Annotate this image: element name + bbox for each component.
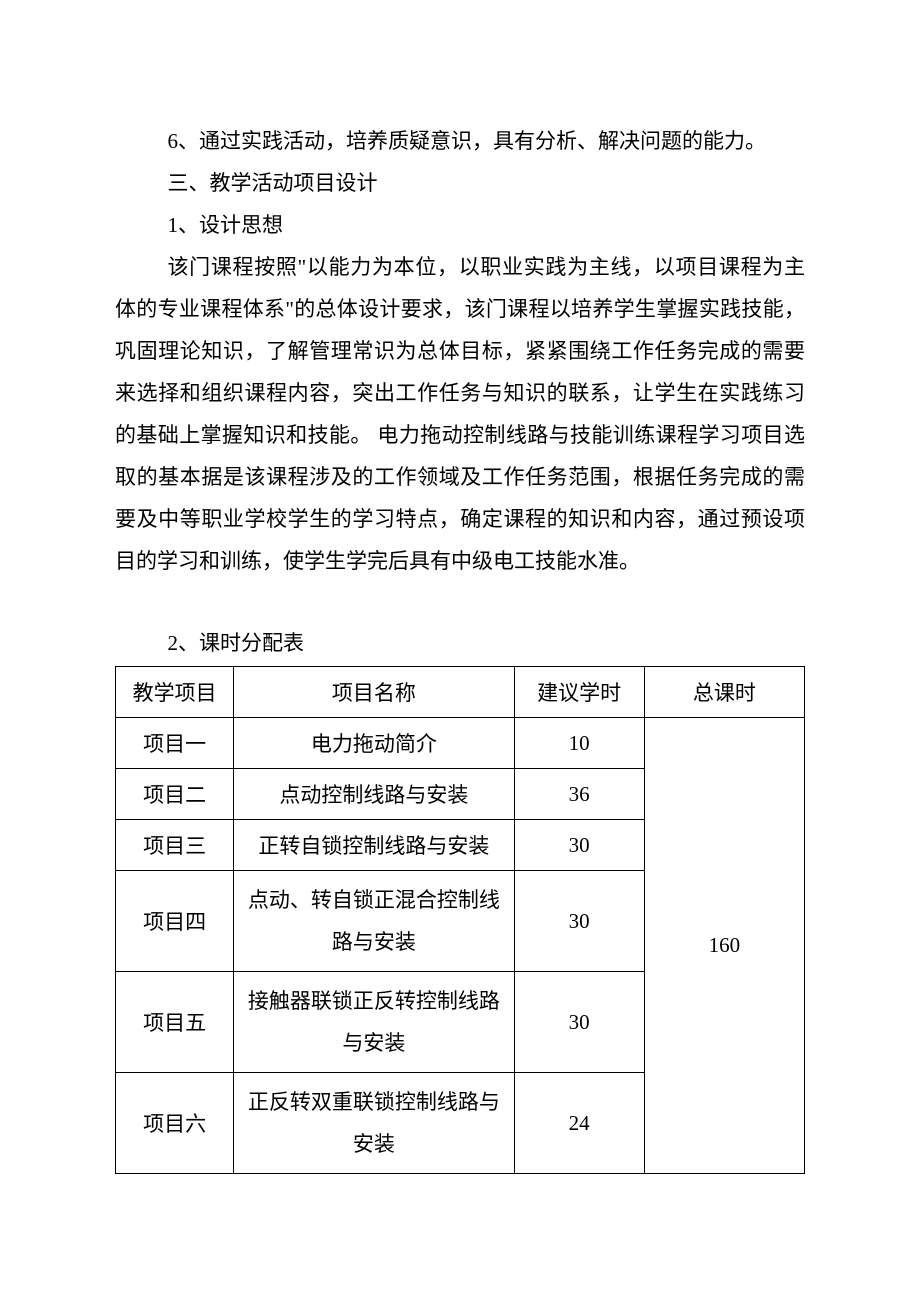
subsection-heading-2: 2、课时分配表: [115, 622, 805, 664]
spacer: [115, 582, 805, 622]
table-header-row: 教学项目 项目名称 建议学时 总课时: [116, 667, 805, 718]
cell-hours: 10: [514, 718, 644, 769]
cell-project: 项目四: [116, 871, 234, 972]
section-heading-3: 三、教学活动项目设计: [115, 162, 805, 204]
cell-name: 电力拖动简介: [234, 718, 514, 769]
subsection-heading-1: 1、设计思想: [115, 204, 805, 246]
header-total: 总课时: [644, 667, 804, 718]
cell-project: 项目二: [116, 769, 234, 820]
header-name: 项目名称: [234, 667, 514, 718]
cell-project: 项目一: [116, 718, 234, 769]
paragraph-item-6: 6、通过实践活动，培养质疑意识，具有分析、解决问题的能力。: [115, 120, 805, 162]
header-hours: 建议学时: [514, 667, 644, 718]
header-project: 教学项目: [116, 667, 234, 718]
cell-name: 接触器联锁正反转控制线路与安装: [234, 972, 514, 1073]
hours-allocation-table: 教学项目 项目名称 建议学时 总课时 项目一 电力拖动简介 10 160 项目二…: [115, 666, 805, 1174]
body-paragraph: 该门课程按照"以能力为本位，以职业实践为主线，以项目课程为主体的专业课程体系"的…: [115, 246, 805, 582]
cell-name: 正反转双重联锁控制线路与安装: [234, 1073, 514, 1174]
hours-allocation-table-wrapper: 教学项目 项目名称 建议学时 总课时 项目一 电力拖动简介 10 160 项目二…: [115, 666, 805, 1174]
cell-project: 项目五: [116, 972, 234, 1073]
cell-hours: 30: [514, 871, 644, 972]
cell-total-hours: 160: [644, 718, 804, 1174]
cell-name: 正转自锁控制线路与安装: [234, 820, 514, 871]
cell-hours: 30: [514, 820, 644, 871]
table-row: 项目一 电力拖动简介 10 160: [116, 718, 805, 769]
cell-name: 点动、转自锁正混合控制线路与安装: [234, 871, 514, 972]
cell-hours: 24: [514, 1073, 644, 1174]
cell-project: 项目六: [116, 1073, 234, 1174]
cell-project: 项目三: [116, 820, 234, 871]
cell-name: 点动控制线路与安装: [234, 769, 514, 820]
document-content: 6、通过实践活动，培养质疑意识，具有分析、解决问题的能力。 三、教学活动项目设计…: [115, 120, 805, 1174]
cell-hours: 30: [514, 972, 644, 1073]
cell-hours: 36: [514, 769, 644, 820]
